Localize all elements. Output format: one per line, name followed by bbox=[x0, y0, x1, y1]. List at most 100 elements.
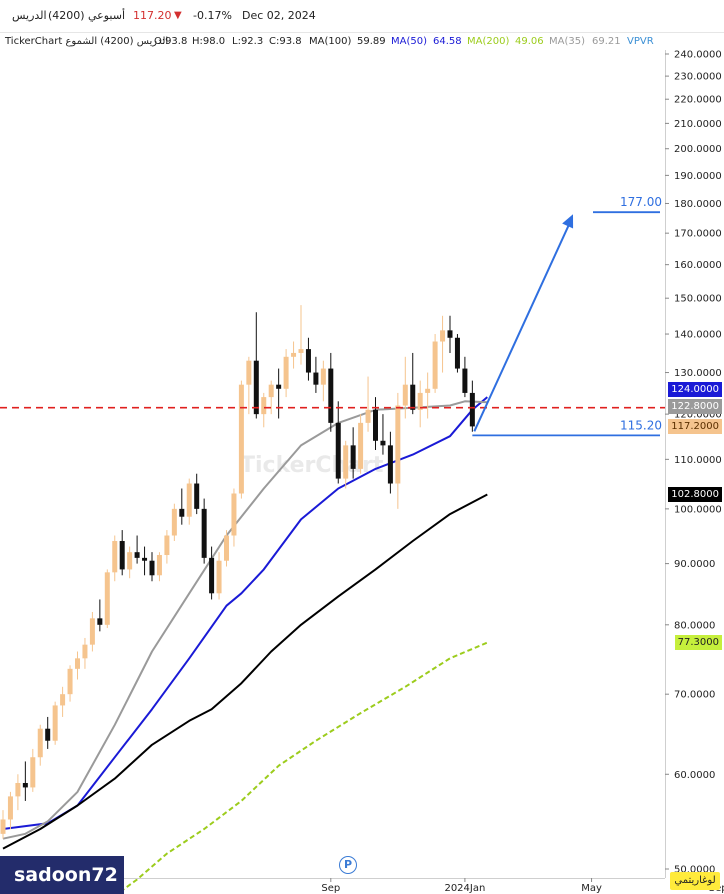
y-tick-label: 120.0000 bbox=[674, 410, 722, 421]
candle-body bbox=[82, 644, 88, 659]
candle-body bbox=[291, 352, 297, 357]
candle-body bbox=[0, 819, 6, 834]
y-tick-label: 170.0000 bbox=[674, 229, 722, 240]
symbol-code: (4200) bbox=[48, 9, 85, 22]
candle-body bbox=[30, 757, 36, 788]
info-ma50-label: MA(50) bbox=[391, 36, 427, 47]
candle-body bbox=[142, 557, 148, 561]
x-tick-label: 2024Jan bbox=[444, 883, 485, 894]
info-ma35-value: 69.21 bbox=[592, 36, 621, 47]
candle-body bbox=[134, 552, 140, 558]
candle-body bbox=[365, 409, 371, 423]
candle-body bbox=[454, 337, 460, 369]
candle-body bbox=[313, 372, 319, 385]
info-vpvr[interactable]: VPVR bbox=[627, 36, 654, 47]
candle-body bbox=[417, 392, 423, 410]
candle-body bbox=[328, 368, 334, 423]
y-tick-label: 240.0000 bbox=[674, 50, 722, 61]
candle-body bbox=[395, 405, 401, 484]
user-badge: sadoon72 bbox=[0, 856, 124, 894]
candle-body bbox=[156, 555, 162, 576]
target-label: 177.00 bbox=[620, 195, 662, 209]
y-tick-label: 100.0000 bbox=[674, 504, 722, 515]
y-tick-label: 140.0000 bbox=[674, 330, 722, 341]
info-low: L:92.3 bbox=[232, 36, 264, 47]
candle-body bbox=[387, 445, 393, 484]
candle-body bbox=[350, 445, 356, 469]
y-tick-label: 110.0000 bbox=[674, 455, 722, 466]
info-ma200-value: 49.06 bbox=[515, 36, 544, 47]
candle-body bbox=[75, 658, 80, 669]
last-price-tag: 117.2000 bbox=[668, 418, 722, 434]
y-tick-label: 200.0000 bbox=[674, 144, 722, 155]
y-tick-label: 150.0000 bbox=[674, 294, 722, 305]
candle-body bbox=[164, 535, 170, 556]
candle-body bbox=[37, 728, 43, 758]
candle-body bbox=[432, 341, 438, 389]
candle-body bbox=[305, 349, 311, 373]
candle-body bbox=[276, 384, 282, 389]
support-label: 115.20 bbox=[620, 418, 662, 432]
candle-body bbox=[238, 384, 244, 494]
ma-line-ma200 bbox=[115, 641, 488, 894]
candle-body bbox=[231, 493, 237, 536]
ma200-price-tag: 77.3000 bbox=[674, 635, 722, 651]
candle-body bbox=[253, 360, 259, 415]
candle-body bbox=[22, 783, 28, 788]
candle-body bbox=[283, 356, 289, 389]
info-line: TickerChart الدريس (4200) الشموع O:93.8 … bbox=[0, 34, 665, 50]
candle-body bbox=[127, 552, 133, 570]
candle-body bbox=[343, 445, 349, 479]
ma35-price-tag: 122.8000 bbox=[668, 398, 722, 414]
ma50-price-tag: 124.0000 bbox=[668, 381, 722, 397]
candle-body bbox=[119, 541, 125, 570]
info-ma35-label: MA(35) bbox=[549, 36, 585, 47]
y-tick-label: 70.0000 bbox=[674, 690, 715, 701]
candle-body bbox=[335, 422, 341, 479]
y-tick-label: 220.0000 bbox=[674, 95, 722, 106]
target-arrow-head bbox=[562, 214, 574, 229]
p-marker-icon[interactable]: P bbox=[339, 856, 357, 874]
candle-body bbox=[171, 508, 177, 536]
x-tick-label: May bbox=[581, 883, 602, 894]
candle-body bbox=[425, 388, 431, 393]
candle-body bbox=[216, 560, 222, 594]
chart-header: الدريس (4200) أسبوعي 117.20 ▼ -0.17% Dec… bbox=[0, 0, 724, 33]
info-source: TickerChart الدريس (4200) الشموع bbox=[5, 36, 169, 47]
info-ma50-value: 64.58 bbox=[433, 36, 462, 47]
y-tick-label: 210.0000 bbox=[674, 119, 722, 130]
last-price: 117.20 bbox=[133, 9, 172, 22]
change-percent: -0.17% bbox=[193, 9, 232, 22]
candle-body bbox=[224, 535, 229, 561]
period-label[interactable]: أسبوعي bbox=[88, 9, 126, 22]
candle-body bbox=[268, 384, 274, 398]
info-close: C:93.8 bbox=[269, 36, 302, 47]
y-tick-label: 230.0000 bbox=[674, 72, 722, 83]
candle-body bbox=[45, 728, 51, 741]
y-tick-label: 90.0000 bbox=[674, 559, 715, 570]
log-scale-button[interactable]: لوغاريتمي bbox=[670, 872, 720, 890]
candle-body bbox=[52, 705, 58, 741]
y-tick-label: 60.0000 bbox=[674, 770, 715, 781]
candle-body bbox=[201, 508, 207, 558]
candle-body bbox=[373, 409, 378, 441]
candle-body bbox=[104, 572, 110, 625]
info-ma100-label: MA(100) bbox=[309, 36, 352, 47]
info-high: H:98.0 bbox=[192, 36, 226, 47]
candle-body bbox=[440, 330, 446, 342]
info-open: O:93.8 bbox=[154, 36, 188, 47]
candle-body bbox=[320, 368, 326, 385]
candle-body bbox=[97, 618, 103, 625]
x-tick-label: Sep bbox=[321, 883, 340, 894]
info-ma200-label: MA(200) bbox=[467, 36, 510, 47]
target-arrow-shaft bbox=[473, 219, 572, 432]
candle-body bbox=[15, 783, 21, 797]
y-tick-label: 190.0000 bbox=[674, 171, 722, 182]
candle-body bbox=[358, 422, 364, 469]
y-tick-label: 50.0000 bbox=[674, 865, 715, 876]
y-tick-label: 80.0000 bbox=[674, 620, 715, 631]
symbol-name: الدريس bbox=[12, 9, 47, 22]
candle-body bbox=[7, 796, 13, 820]
candle-body bbox=[380, 440, 386, 446]
